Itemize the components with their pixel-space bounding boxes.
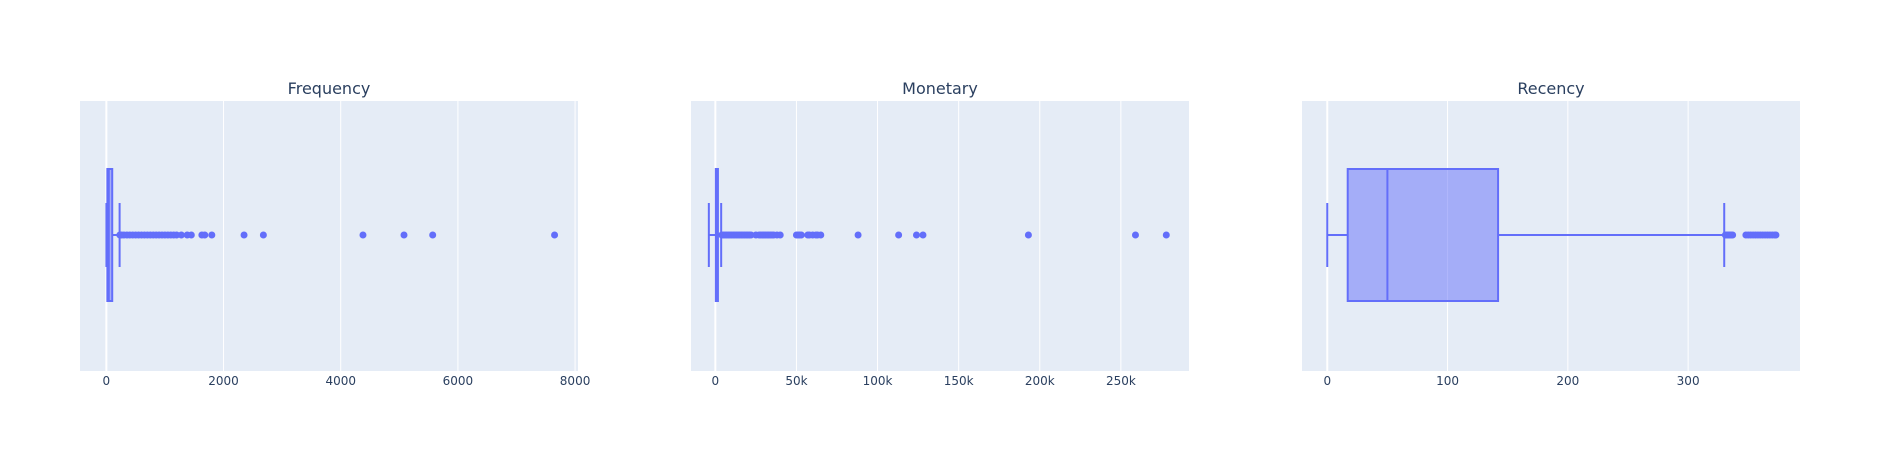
x-tick-label: 200 (1556, 374, 1579, 388)
subplot-title: Monetary (902, 79, 978, 98)
x-tick-label: 4000 (325, 374, 356, 388)
outlier-point (919, 231, 927, 239)
outlier-point (240, 231, 248, 239)
iqr-box (1346, 168, 1500, 302)
subplot-title: Frequency (288, 79, 371, 98)
x-tick-label: 0 (1323, 374, 1331, 388)
iqr-box (106, 168, 114, 302)
x-tick-label: 150k (944, 374, 974, 388)
outlier-point (201, 231, 209, 239)
x-tick-label: 300 (1677, 374, 1700, 388)
x-tick-label: 0 (103, 374, 111, 388)
x-tick-label: 2000 (208, 374, 239, 388)
x-tick-label: 100k (863, 374, 893, 388)
outlier-point (1729, 231, 1737, 239)
subplot-title: Recency (1517, 79, 1584, 98)
outlier-point (1024, 231, 1032, 239)
outlier-point (177, 231, 185, 239)
outlier-point (854, 231, 862, 239)
x-tick-label: 0 (712, 374, 720, 388)
x-tick-label: 200k (1025, 374, 1055, 388)
outlier-point (912, 231, 920, 239)
x-tick-label: 50k (785, 374, 807, 388)
outlier-point (895, 231, 903, 239)
outlier-point (1772, 231, 1780, 239)
outlier-point (400, 231, 408, 239)
outlier-point (1131, 231, 1139, 239)
subplot-monetary: Monetary 0 50k 100k 150k 200k 250k (691, 79, 1189, 388)
outlier-point (187, 231, 195, 239)
outlier-point (208, 231, 216, 239)
outlier-point (551, 231, 559, 239)
x-tick-label: 100 (1436, 374, 1459, 388)
outlier-point (747, 231, 755, 239)
outlier-point (429, 231, 437, 239)
subplot-frequency: Frequency 0 2000 4000 6000 8000 (80, 79, 590, 388)
outlier-point (1162, 231, 1170, 239)
x-tick-label: 250k (1106, 374, 1136, 388)
subplot-recency: Recency 0 100 200 300 (1302, 79, 1800, 388)
outlier-point (817, 231, 825, 239)
x-tick-label: 6000 (443, 374, 474, 388)
outlier-point (797, 231, 805, 239)
x-tick-label: 8000 (560, 374, 591, 388)
outlier-point (259, 231, 267, 239)
outlier-point (776, 231, 784, 239)
outlier-point (359, 231, 367, 239)
